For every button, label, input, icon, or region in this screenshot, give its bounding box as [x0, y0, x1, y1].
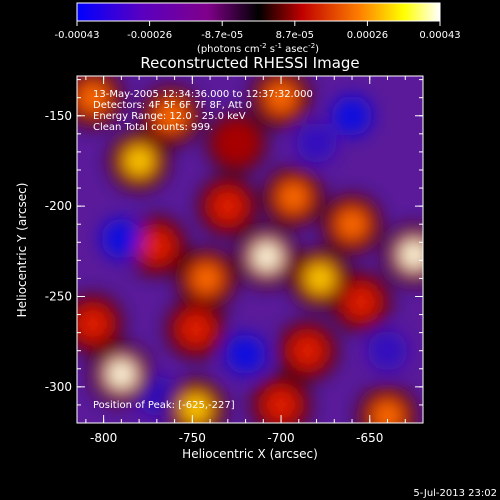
source-core — [222, 128, 251, 157]
colorbar-tick-label: -0.00043 — [55, 30, 100, 41]
source-core — [142, 231, 171, 260]
y-tick-label: -250 — [45, 289, 72, 303]
y-tick-label: -300 — [45, 380, 72, 394]
source-core — [157, 101, 186, 130]
source-core — [181, 315, 210, 344]
x-tick-label: -750 — [179, 431, 206, 445]
info-annotations: 13-May-2005 12:34:36.000 to 12:37:32.000… — [93, 89, 313, 133]
annotation-line: Energy Range: 12.0 - 25.0 keV — [93, 111, 246, 122]
dim-region — [367, 330, 408, 371]
y-axis-label: Heliocentric Y (arcsec) — [15, 183, 29, 318]
annotation-line: Clean Total counts: 999. — [93, 122, 213, 133]
annotation-line: 13-May-2005 12:34:36.000 to 12:37:32.000 — [93, 89, 313, 100]
source-core — [267, 83, 296, 112]
y-axis: -150 -200 -250 -300 — [45, 79, 423, 424]
source-core — [78, 83, 107, 112]
x-tick-label: -800 — [90, 431, 117, 445]
source-core — [346, 287, 375, 316]
x-tick-label: -650 — [356, 431, 383, 445]
x-axis: -800 -750 -700 -650 — [85, 76, 424, 445]
image-area — [77, 76, 423, 423]
source-core — [267, 390, 296, 419]
colorbar-tick-label: -0.00026 — [127, 30, 172, 41]
source-core — [252, 242, 281, 271]
colorbar: -0.00043 -0.00026 -8.7e-05 8.7e-05 0.00026 0.… — [55, 2, 461, 55]
x-axis-label: Heliocentric X (arcsec) — [182, 447, 318, 461]
colorbar-tick-label: 0.00026 — [347, 30, 388, 41]
source-core — [306, 264, 335, 293]
source-core — [78, 309, 107, 338]
source-core — [213, 192, 242, 221]
dim-region — [332, 95, 373, 136]
colorbar-ticks: -0.00043 -0.00026 -8.7e-05 8.7e-05 0.00026 0.… — [55, 21, 461, 41]
plot-frame — [76, 75, 424, 424]
annotation-line: Detectors: 4F 5F 6F 7F 8F, Att 0 — [93, 100, 252, 111]
colorbar-gradient — [76, 2, 441, 22]
dim-region — [296, 122, 337, 163]
source-core — [125, 146, 154, 175]
y-tick-label: -200 — [45, 199, 72, 213]
source-core — [192, 264, 221, 293]
source-core — [400, 240, 423, 269]
dim-region — [225, 334, 266, 375]
colorbar-tick-label: 8.7e-05 — [276, 30, 314, 41]
heatmap-layer — [77, 76, 423, 423]
source-core — [338, 210, 367, 239]
source-core — [373, 401, 402, 423]
footer-date: 5-Jul-2013 23:02 — [413, 488, 497, 499]
source-core — [293, 336, 322, 365]
source-core — [279, 183, 308, 212]
colorbar-units: (photons cm-2 s-1 asec-2) — [197, 42, 319, 55]
source-core — [107, 360, 136, 389]
peak-position-label: Position of Peak: [-625,-227] — [93, 400, 235, 411]
dim-region — [101, 218, 142, 259]
chart-title: Reconstructed RHESSI Image — [140, 54, 359, 72]
y-tick-label: -150 — [45, 109, 72, 123]
x-tick-label: -700 — [267, 431, 294, 445]
colorbar-tick-label: -8.7e-05 — [201, 30, 243, 41]
colorbar-tick-label: 0.00043 — [419, 30, 460, 41]
source-core — [181, 394, 210, 423]
